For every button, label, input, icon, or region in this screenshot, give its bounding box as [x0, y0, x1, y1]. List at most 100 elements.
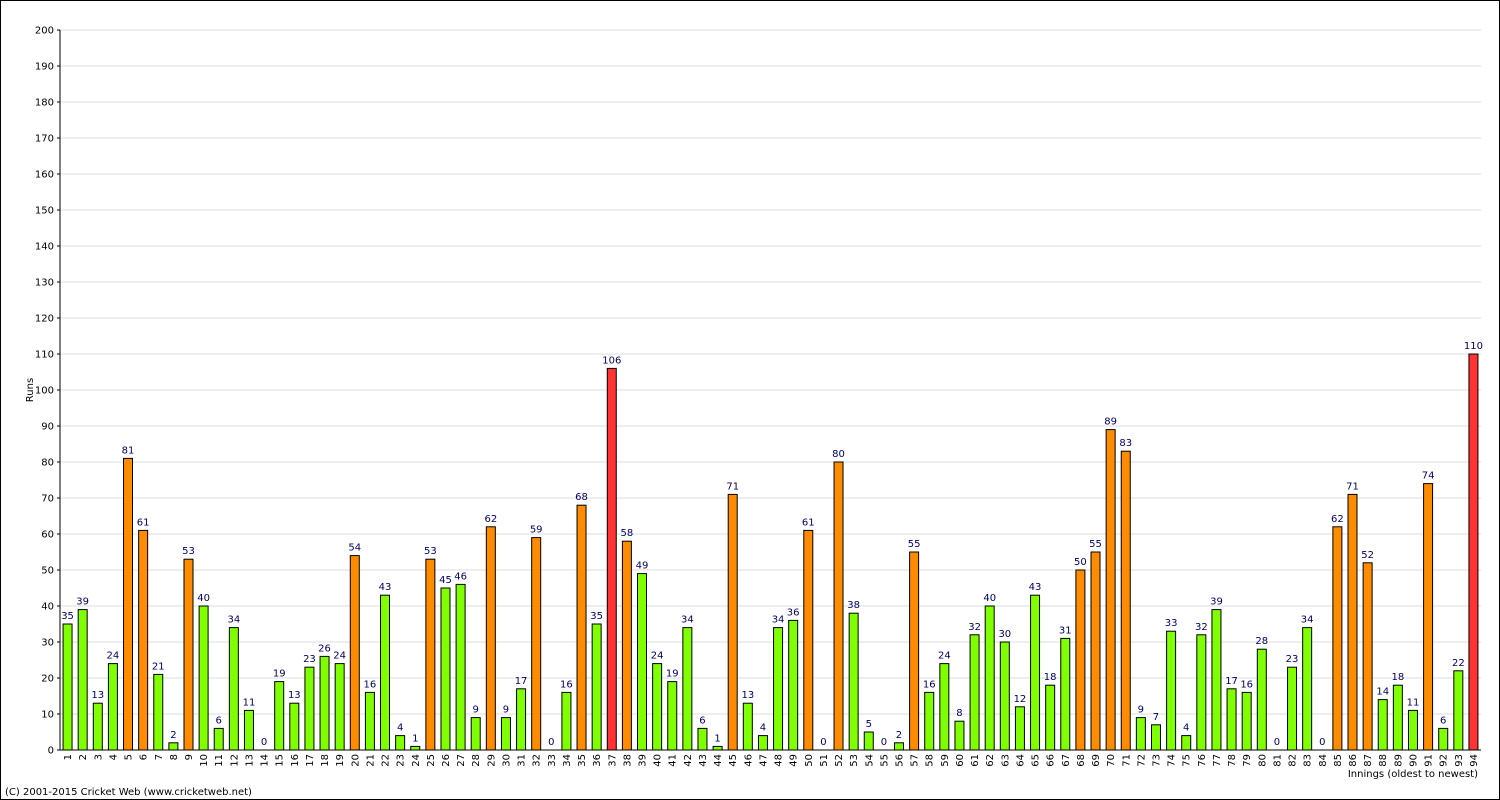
value-label: 32	[968, 622, 981, 633]
x-tick-label: 53	[849, 754, 860, 767]
bar	[727, 493, 738, 751]
x-tick-label: 50	[804, 754, 815, 767]
x-tick-label: 46	[743, 754, 754, 767]
value-label: 46	[454, 571, 467, 582]
value-label: 0	[820, 737, 826, 748]
bar	[380, 594, 391, 751]
value-label: 22	[1452, 658, 1465, 669]
value-label: 28	[1255, 636, 1268, 647]
x-tick-label: 72	[1136, 754, 1147, 767]
bar	[1241, 691, 1252, 751]
value-label: 16	[1240, 679, 1253, 690]
x-tick-label: 51	[819, 754, 830, 767]
bar	[1060, 637, 1071, 751]
bar	[289, 702, 300, 751]
bar	[1468, 353, 1479, 751]
bar	[1211, 609, 1222, 751]
value-label: 6	[699, 715, 705, 726]
x-tick-label: 30	[501, 754, 512, 767]
bar	[334, 663, 345, 751]
value-label: 30	[998, 629, 1011, 640]
y-tick-label: 120	[35, 314, 54, 325]
value-label: 80	[832, 449, 845, 460]
bar	[682, 627, 693, 751]
x-tick-label: 4	[108, 754, 119, 760]
value-label: 6	[216, 715, 222, 726]
x-tick-label: 13	[244, 754, 255, 767]
x-tick-label: 17	[305, 754, 316, 767]
value-label: 34	[681, 615, 694, 626]
y-tick-label: 190	[35, 62, 54, 73]
bar	[198, 605, 209, 751]
value-label: 74	[1422, 471, 1435, 482]
bar	[667, 681, 678, 751]
x-tick-label: 68	[1076, 754, 1087, 767]
bar	[561, 691, 572, 751]
bar	[1362, 562, 1373, 751]
value-label: 9	[473, 705, 479, 716]
value-label: 58	[621, 528, 634, 539]
bar	[395, 735, 406, 751]
bar	[803, 529, 814, 751]
x-tick-label: 88	[1378, 754, 1389, 767]
bar	[319, 655, 330, 751]
x-tick-label: 27	[456, 754, 467, 767]
x-tick-label: 40	[653, 754, 664, 767]
y-tick-label: 80	[41, 458, 54, 469]
bar	[924, 691, 935, 751]
x-tick-label: 90	[1408, 754, 1419, 767]
value-label: 21	[152, 661, 165, 672]
bar	[1392, 684, 1403, 751]
footer: (C) 2001-2015 Cricket Web (www.cricketwe…	[5, 787, 252, 798]
x-tick-label: 89	[1393, 754, 1404, 767]
bar	[410, 745, 421, 751]
bar	[440, 587, 451, 751]
bar	[1075, 569, 1086, 751]
x-tick-label: 61	[970, 754, 981, 767]
x-tick-label: 16	[290, 754, 301, 767]
value-label: 53	[182, 546, 195, 557]
x-tick-label: 21	[365, 754, 376, 767]
x-tick-label: 82	[1288, 754, 1299, 767]
x-tick-label: 7	[154, 754, 165, 760]
value-label: 36	[787, 607, 800, 618]
value-label: 24	[333, 651, 346, 662]
value-label: 4	[1183, 723, 1189, 734]
value-label: 1	[714, 733, 720, 744]
x-tick-label: 84	[1318, 754, 1329, 767]
bar	[848, 612, 859, 751]
bar	[1347, 493, 1358, 751]
x-tick-label: 2	[78, 754, 89, 760]
bar	[364, 691, 375, 751]
x-tick-label: 60	[955, 754, 966, 767]
bar	[138, 529, 149, 751]
value-label: 11	[1407, 697, 1420, 708]
bar	[1287, 666, 1298, 751]
x-tick-label: 75	[1182, 754, 1193, 767]
value-label: 35	[590, 611, 603, 622]
bar	[168, 742, 179, 751]
bar	[652, 663, 663, 751]
x-tick-label: 67	[1061, 754, 1072, 767]
value-label: 0	[1319, 737, 1325, 748]
value-label: 18	[1391, 672, 1404, 683]
x-tick-label: 25	[426, 754, 437, 767]
x-tick-label: 74	[1167, 754, 1178, 767]
y-tick-label: 170	[35, 134, 54, 145]
bar	[183, 558, 194, 751]
value-label: 2	[170, 730, 176, 741]
value-label: 53	[424, 546, 437, 557]
value-label: 9	[503, 705, 509, 716]
value-label: 11	[243, 697, 256, 708]
value-label: 24	[938, 651, 951, 662]
bar	[909, 551, 920, 751]
x-tick-label: 91	[1424, 754, 1435, 767]
value-label: 14	[1376, 687, 1389, 698]
value-label: 9	[1138, 705, 1144, 716]
x-tick-label: 81	[1272, 754, 1283, 767]
x-tick-label: 22	[381, 754, 392, 767]
bar	[1166, 630, 1177, 751]
y-tick-label: 10	[41, 710, 54, 721]
x-tick-label: 92	[1439, 754, 1450, 767]
